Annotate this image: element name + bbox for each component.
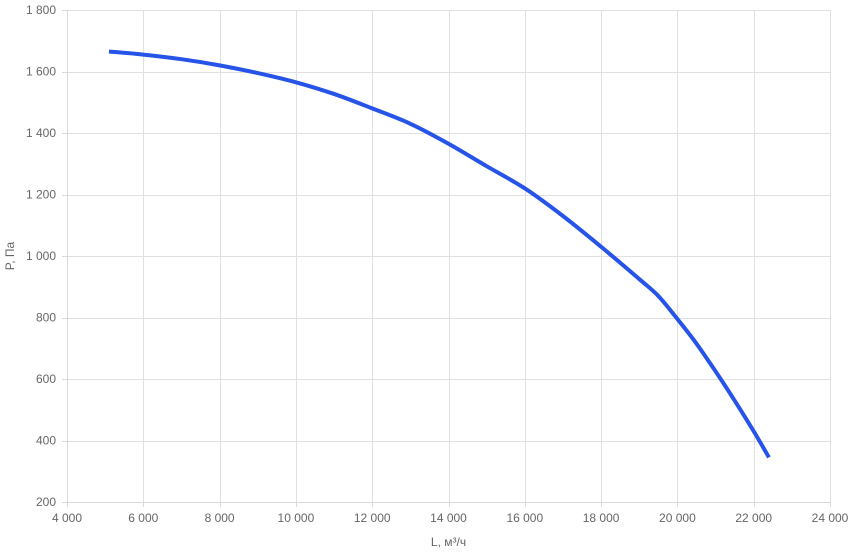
y-tick-label: 400 — [36, 434, 56, 448]
x-tick-label: 16 000 — [506, 511, 543, 525]
y-tick-label: 1 800 — [26, 3, 56, 17]
y-tick-label: 600 — [36, 372, 56, 386]
axes — [62, 10, 831, 507]
x-tick-label: 22 000 — [735, 511, 772, 525]
y-tick-label: 1 000 — [26, 249, 56, 263]
x-tick-label: 10 000 — [278, 511, 315, 525]
x-tick-label: 4 000 — [52, 511, 82, 525]
x-tick-label: 12 000 — [354, 511, 391, 525]
tick-labels: 4 000 6 000 8 000 10 000 12 000 14 000 16 000 1… — [26, 3, 849, 525]
x-tick-label: 8 000 — [205, 511, 235, 525]
y-axis-label: P, Па — [3, 241, 17, 270]
y-tick-label: 800 — [36, 311, 56, 325]
x-tick-label: 14 000 — [430, 511, 467, 525]
series-layer — [108, 49, 771, 459]
x-tick-label: 24 000 — [812, 511, 849, 525]
y-tick-label: 200 — [36, 495, 56, 509]
x-tick-label: 20 000 — [659, 511, 696, 525]
series-line — [108, 49, 771, 459]
grid — [67, 10, 831, 502]
x-tick-label: 18 000 — [583, 511, 620, 525]
x-tick-label: 6 000 — [128, 511, 158, 525]
y-tick-label: 1 200 — [26, 188, 56, 202]
x-axis-label: L, м³/ч — [431, 535, 466, 549]
y-tick-label: 1 600 — [26, 65, 56, 79]
y-tick-label: 1 400 — [26, 126, 56, 140]
